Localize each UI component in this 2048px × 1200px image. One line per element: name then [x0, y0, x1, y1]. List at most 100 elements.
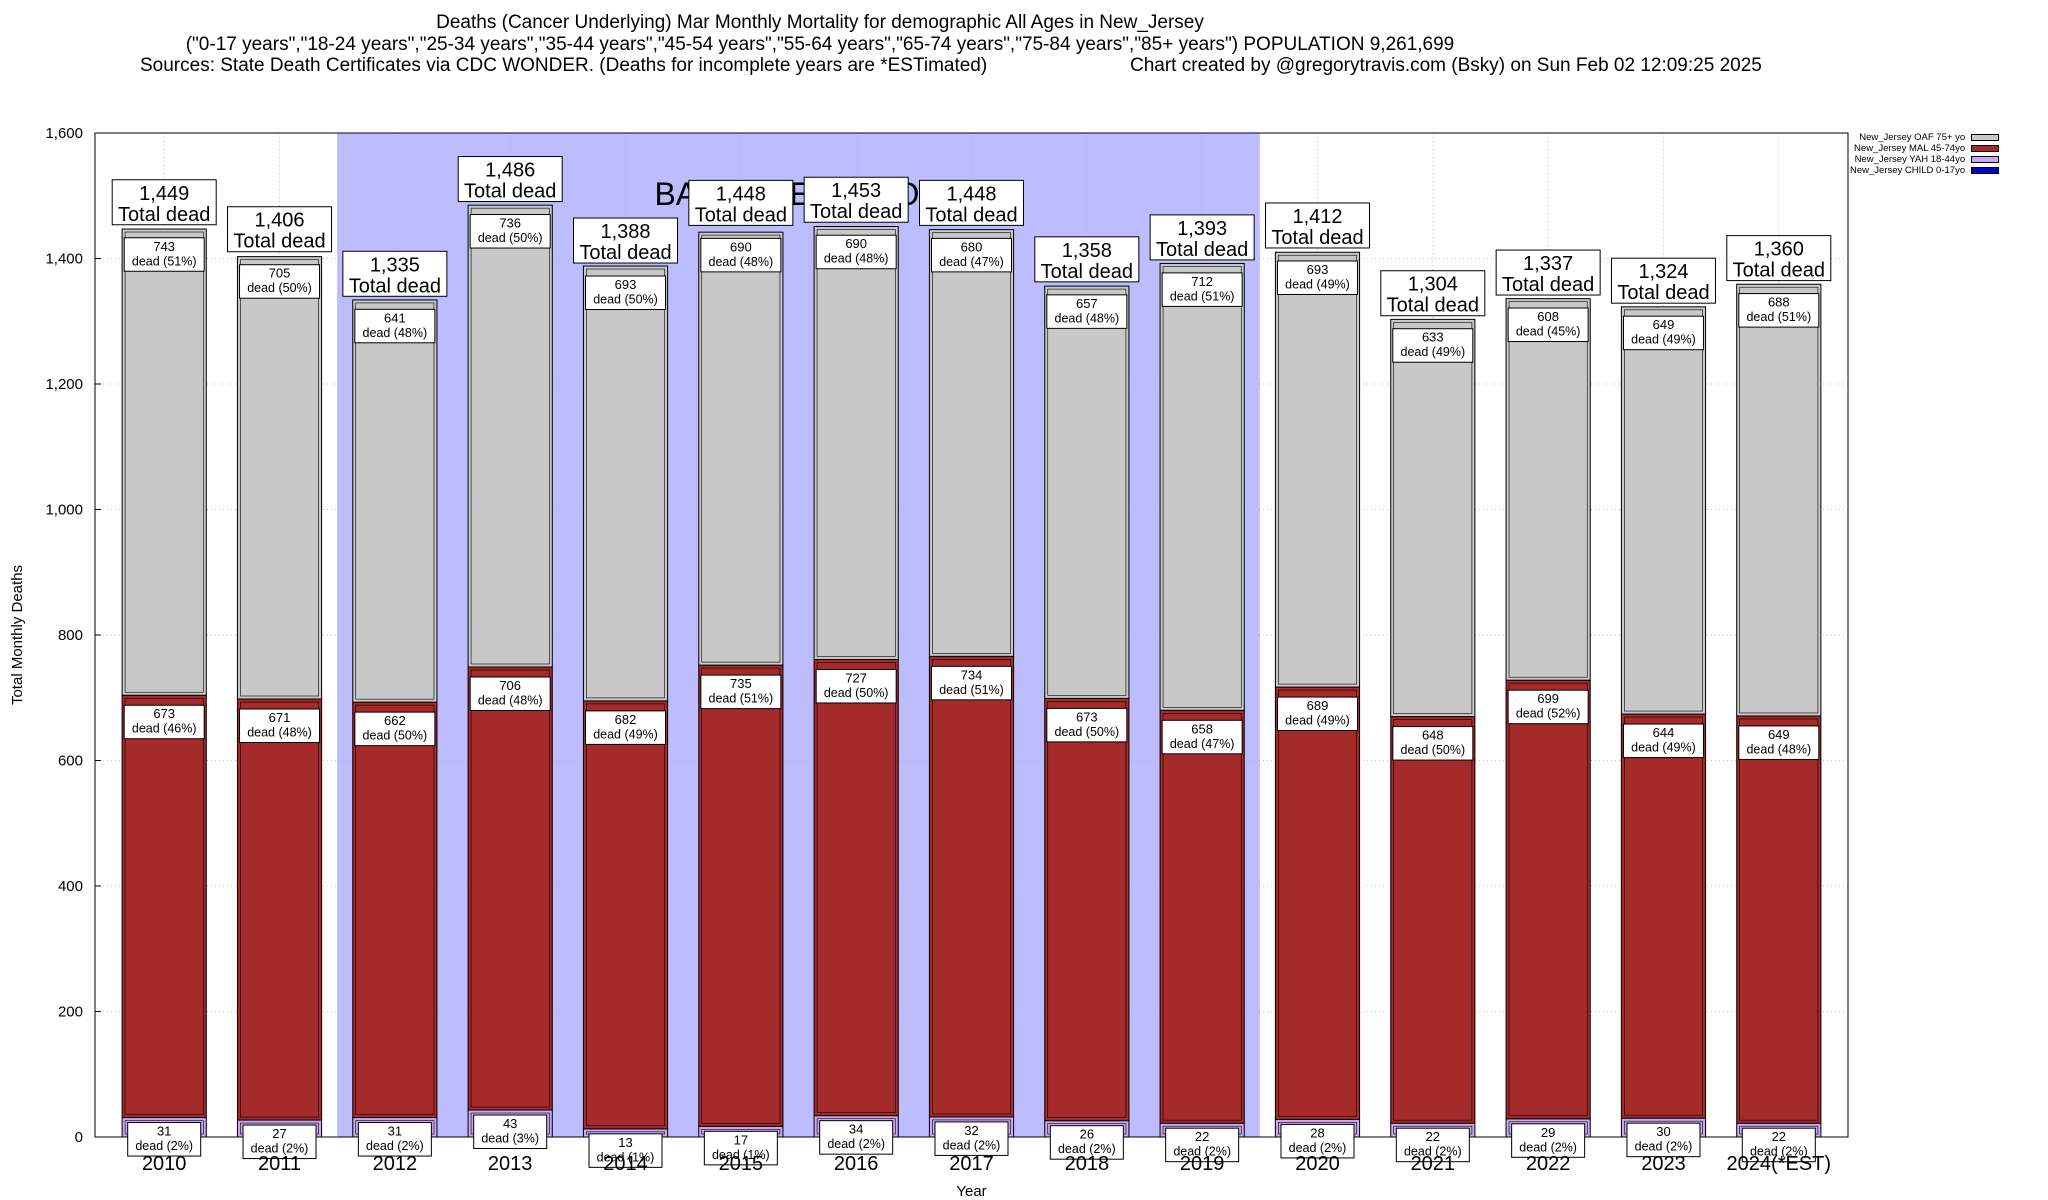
yah-label-box [934, 1121, 1009, 1156]
bar-segment-outline [1278, 254, 1357, 685]
legend-swatch [1971, 134, 2000, 141]
total-label-box [227, 206, 333, 253]
oaf-label-value: 641 [384, 310, 406, 325]
mal-label-box [1276, 696, 1358, 732]
x-tick-label: 2010 [142, 1153, 187, 1175]
y-tick-label: 800 [58, 627, 83, 644]
bar-segment-outline [1393, 322, 1473, 714]
y-axis-title: Total Monthly Deaths [9, 565, 26, 705]
legend-entry: New_Jersey OAF 75+ yo [1850, 132, 2000, 143]
yah-label-value: 22 [1772, 1129, 1786, 1144]
bar-segment [698, 664, 784, 1127]
total-value: 1,449 [139, 183, 189, 205]
bar-segment-outline [240, 259, 319, 697]
x-tick-label: 2014 [603, 1153, 648, 1175]
yah-label-value: 13 [618, 1135, 632, 1150]
legend-swatch [1971, 167, 2000, 174]
yah-label-text: dead (2%) [1519, 1140, 1577, 1154]
total-text: Total dead [349, 275, 441, 297]
mal-label-value: 673 [1076, 709, 1098, 724]
total-label-box [457, 156, 563, 203]
total-text: Total dead [695, 204, 787, 226]
x-tick-label: 2021 [1411, 1153, 1456, 1175]
legend-entry: New_Jersey YAH 18-44yo [1850, 154, 2000, 165]
total-value: 1,388 [600, 221, 650, 243]
mal-label-value: 658 [1191, 721, 1213, 736]
yah-label-box [473, 1114, 548, 1150]
yah-label-box [1165, 1127, 1240, 1163]
bar-segment-outline [932, 659, 1011, 1115]
oaf-label-box [815, 234, 897, 270]
bar-segment [813, 225, 899, 660]
total-value: 1,412 [1292, 206, 1342, 228]
bar-segment-outline [816, 229, 896, 657]
mal-label-value: 673 [153, 706, 175, 721]
mal-label-text: dead (48%) [1746, 742, 1811, 756]
yah-label-value: 22 [1426, 1129, 1440, 1144]
total-label-box [1149, 214, 1255, 261]
bar-segment [1505, 679, 1591, 1120]
mal-label-value: 662 [384, 713, 406, 728]
bar-segment-outline [1393, 719, 1473, 1121]
oaf-label-value: 633 [1422, 330, 1444, 345]
yah-label-value: 17 [734, 1132, 748, 1147]
total-text: Total dead [233, 231, 325, 253]
yah-label-text: dead (2%) [1173, 1145, 1231, 1159]
mal-label-box [123, 704, 205, 740]
total-label-box [919, 179, 1024, 226]
total-label-box [803, 176, 909, 223]
mal-label-box [700, 674, 782, 710]
total-text: Total dead [925, 204, 1017, 226]
total-text: Total dead [118, 204, 210, 226]
total-value: 1,360 [1754, 239, 1804, 261]
oaf-label-text: dead (51%) [1170, 289, 1235, 303]
x-tick-label: 2015 [719, 1153, 764, 1175]
bar-segment [1736, 283, 1822, 717]
yah-label-box [819, 1120, 894, 1155]
bar-segment-outline [355, 704, 435, 1115]
x-tick-label: 2011 [258, 1153, 301, 1175]
bar-segment-outline [1162, 712, 1242, 1121]
oaf-label-box [700, 237, 782, 273]
yah-label-value: 31 [388, 1124, 402, 1139]
legend-entry: New_Jersey CHILD 0-17yo [1850, 165, 2000, 176]
total-value: 1,335 [370, 254, 420, 276]
total-text: Total dead [1387, 295, 1479, 317]
mal-label-text: dead (51%) [709, 692, 774, 706]
mal-label-value: 644 [1653, 725, 1675, 740]
y-tick-label: 1,400 [45, 251, 83, 268]
bar-segment [1505, 298, 1591, 681]
oaf-label-box [469, 214, 551, 249]
mal-label-box [1738, 725, 1820, 760]
mal-label-text: dead (50%) [824, 686, 889, 700]
legend-swatch [1971, 156, 2000, 163]
bar-segment [1620, 306, 1707, 715]
y-tick-label: 1,600 [45, 125, 83, 142]
oaf-label-value: 693 [1307, 262, 1329, 277]
yah-label-text: dead (2%) [1289, 1141, 1347, 1155]
mal-label-box [931, 665, 1012, 701]
yah-label-value: 27 [272, 1126, 286, 1141]
oaf-label-value: 688 [1768, 295, 1790, 310]
yah-label-value: 29 [1541, 1125, 1555, 1140]
chart-credit: Chart created by @gregorytravis.com (Bsk… [1130, 55, 1762, 76]
oaf-label-text: dead (50%) [478, 231, 543, 245]
yah-label-value: 22 [1195, 1129, 1209, 1144]
yah-label-box [1741, 1127, 1816, 1163]
x-tick-label: 2022 [1526, 1153, 1571, 1175]
legend-label: New_Jersey CHILD 0-17yo [1850, 165, 1966, 176]
oaf-label-box [931, 237, 1012, 273]
total-text: Total dead [1041, 261, 1133, 283]
yah-label-value: 30 [1656, 1124, 1670, 1139]
bar-segment-outline [1508, 682, 1588, 1117]
bar-segment-outline [1162, 266, 1242, 708]
y-tick-label: 0 [75, 1129, 83, 1146]
oaf-label-value: 743 [153, 239, 175, 254]
oaf-label-box [1622, 315, 1704, 351]
bar-segment-outline [1278, 689, 1357, 1117]
oaf-label-box [123, 237, 205, 272]
oaf-label-value: 690 [730, 239, 752, 254]
yah-label-value: 43 [503, 1116, 517, 1131]
yah-label-box [1626, 1122, 1701, 1158]
